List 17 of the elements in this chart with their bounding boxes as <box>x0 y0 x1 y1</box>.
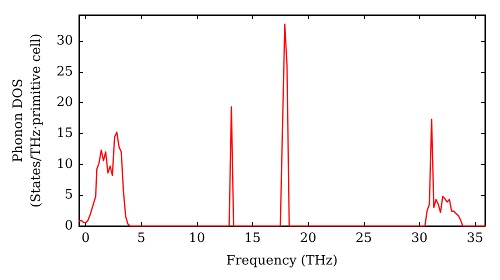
y-tick-label: 5 <box>64 188 73 203</box>
y-axis-title: Phonon DOS (States/THz·primitive cell) <box>11 33 44 208</box>
x-tick-label: 20 <box>300 231 316 246</box>
y-tick-label: 30 <box>56 33 73 48</box>
x-tick-label: 25 <box>355 231 372 246</box>
x-tick-label: 15 <box>244 231 261 246</box>
y-tick-label: 0 <box>64 218 73 234</box>
x-tick-label: 0 <box>82 231 90 246</box>
x-tick-label: 35 <box>466 231 484 246</box>
x-tick-label: 10 <box>188 231 206 246</box>
y-tick-label: 15 <box>56 126 73 141</box>
x-tick-label: 30 <box>411 231 428 246</box>
x-axis-title: Frequency (THz) <box>226 254 338 268</box>
y-tick-label: 25 <box>56 64 73 80</box>
x-tick-label: 5 <box>137 231 146 246</box>
y-tick-label: 10 <box>56 156 73 172</box>
y-tick-label: 20 <box>56 95 73 110</box>
